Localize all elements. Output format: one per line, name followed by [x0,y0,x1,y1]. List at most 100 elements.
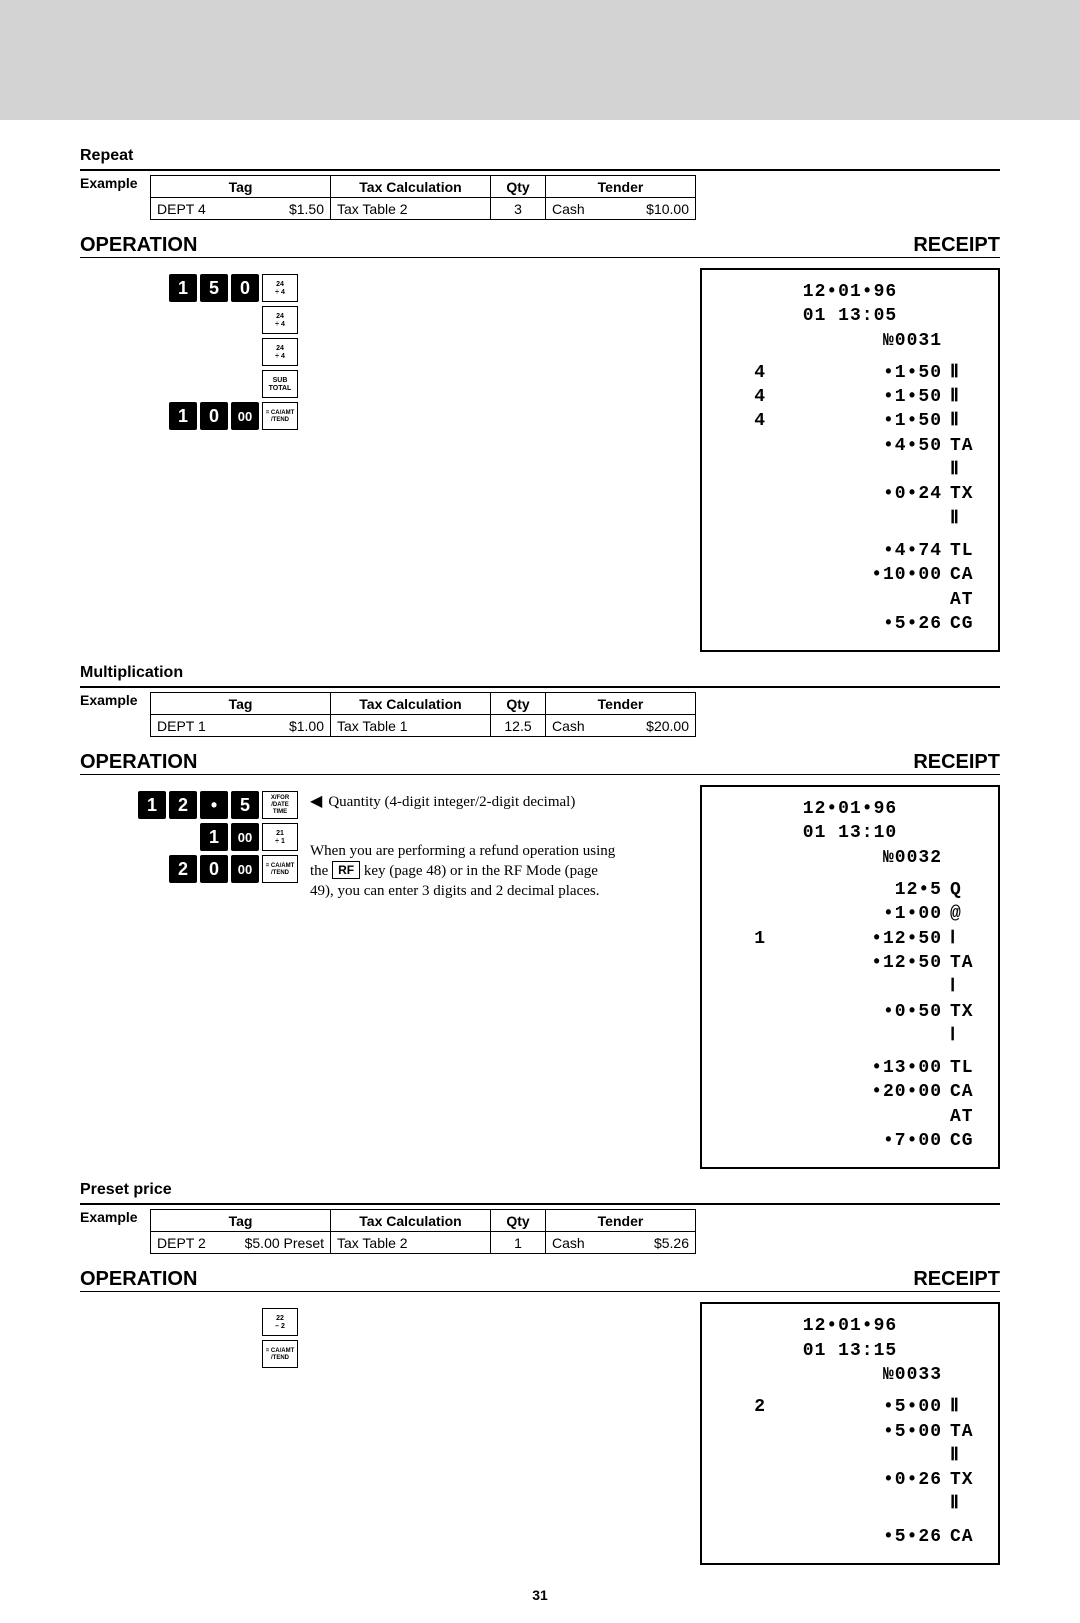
receipt-line: •13•00TL [716,1056,984,1080]
digit-key: 0 [200,855,228,883]
digit-key: 5 [200,274,228,302]
cell: DEPT 2 [151,1232,223,1254]
receipt-line: •7•00CG [716,1129,984,1153]
digit-key: 1 [200,823,228,851]
key-row: 1 00 21÷ 1 [200,823,298,851]
receipt-column: 12•01•96 01 13:15 №0033 2•5•00Ⅱ •5•00TA … [700,1302,1000,1565]
cell: DEPT 4 [151,198,252,220]
page-number: 31 [80,1587,1000,1603]
op-rcpt-header: OPERATION RECEIPT [80,1268,1000,1291]
col-tender: Tender [546,1210,696,1232]
receipt-line: 4•1•50Ⅱ [716,385,984,409]
key-row: 1 2 • 5 X/FOR/DATETIME [138,791,298,819]
receipt-column: 12•01•96 01 13:05 №0031 4•1•50Ⅱ 4•1•50Ⅱ … [700,268,1000,652]
col-tender: Tender [546,693,696,715]
repeat-title: Repeat [80,147,1000,165]
operation-column: 1 5 0 24÷ 4 24÷ 4 24÷ 4 SUBTOTAL 1 0 00 … [80,268,298,652]
operation-label: OPERATION [80,751,197,774]
cell: 12.5 [491,715,546,737]
col-qty: Qty [491,1210,546,1232]
divider [80,1203,1000,1205]
receipt-box: 12•01•96 01 13:05 №0031 4•1•50Ⅱ 4•1•50Ⅱ … [700,268,1000,652]
cell: $10.00 [613,198,696,220]
key-row: 24÷ 4 [262,338,298,366]
cell: Cash [546,198,613,220]
col-qty: Qty [491,176,546,198]
cell: DEPT 1 [151,715,252,737]
page-content: Repeat Example Tag Tax Calculation Qty T… [0,120,1080,1623]
receipt-line: 2•5•00Ⅱ [716,1395,984,1419]
receipt-label: RECEIPT [913,1268,1000,1291]
divider [80,1291,1000,1292]
quantity-note: ◀ Quantity (4-digit integer/2-digit deci… [310,791,670,813]
cell: Cash [546,715,613,737]
col-tax: Tax Calculation [331,693,491,715]
receipt-line: 12•5Q [716,878,984,902]
key-row: = CA/AMT/TEND [262,1340,298,1368]
digit-key: 0 [231,274,259,302]
cell: $5.26 [619,1232,696,1254]
col-tender: Tender [546,176,696,198]
mult-body: 1 2 • 5 X/FOR/DATETIME 1 00 21÷ 1 2 0 00… [80,785,1000,1169]
divider [80,774,1000,775]
digit-key: 1 [138,791,166,819]
ca-amt-tend-key: = CA/AMT/TEND [262,1340,298,1368]
cell: $1.00 [252,715,331,737]
key-row: SUBTOTAL [262,370,298,398]
digit-key: 00 [231,823,259,851]
operation-label: OPERATION [80,1268,197,1291]
divider [80,257,1000,258]
cell: $1.50 [252,198,331,220]
digit-key: 2 [169,855,197,883]
mult-example-table: Tag Tax Calculation Qty Tender DEPT 1 $1… [150,692,696,737]
receipt-line: 4•1•50Ⅱ [716,361,984,385]
example-label: Example [80,692,150,737]
preset-body: 22– 2 = CA/AMT/TEND 12•01•96 01 13:15 №0… [80,1302,1000,1565]
ca-amt-tend-key: = CA/AMT/TEND [262,855,298,883]
digit-key: 00 [231,855,259,883]
divider [80,686,1000,688]
col-tax: Tax Calculation [331,176,491,198]
col-qty: Qty [491,693,546,715]
digit-key: 5 [231,791,259,819]
op-rcpt-header: OPERATION RECEIPT [80,751,1000,774]
receipt-number: №0032 [716,846,984,870]
multiplication-title: Multiplication [80,664,1000,682]
col-tax: Tax Calculation [331,1210,491,1232]
receipt-line: •0•50TX Ⅰ [716,1000,984,1049]
header-bar [0,0,1080,120]
receipt-number: №0031 [716,329,984,353]
receipt-label: RECEIPT [913,234,1000,257]
receipt-time: 01 13:05 [716,304,984,328]
cell: Cash [546,1232,619,1254]
key-row: 24÷ 4 [262,306,298,334]
dept-key: 22– 2 [262,1308,298,1336]
dept-key: 24÷ 4 [262,274,298,302]
col-tag: Tag [151,176,331,198]
receipt-line: 4•1•50Ⅱ [716,409,984,433]
cell: $20.00 [613,715,696,737]
digit-key: 1 [169,274,197,302]
key-row: 2 0 00 = CA/AMT/TEND [169,855,298,883]
cell: 3 [491,198,546,220]
note-text: Quantity (4-digit integer/2-digit decima… [328,792,575,812]
receipt-label: RECEIPT [913,751,1000,774]
cell: Tax Table 2 [331,1232,491,1254]
receipt-line: •1•00@ [716,902,984,926]
preset-example-table: Tag Tax Calculation Qty Tender DEPT 2 $5… [150,1209,696,1254]
receipt-line: •4•50TA Ⅱ [716,434,984,483]
receipt-line: •12•50TA Ⅰ [716,951,984,1000]
operation-label: OPERATION [80,234,197,257]
left-arrow-icon: ◀ [310,791,322,813]
receipt-line: 1•12•50Ⅰ [716,927,984,951]
preset-example-row: Example Tag Tax Calculation Qty Tender D… [80,1209,1000,1254]
refund-note: When you are performing a refund operati… [310,841,670,902]
receipt-line: •5•00TA Ⅱ [716,1420,984,1469]
receipt-line: •0•26TX Ⅱ [716,1468,984,1517]
digit-key: 1 [169,402,197,430]
digit-key: 2 [169,791,197,819]
repeat-example-row: Example Tag Tax Calculation Qty Tender D… [80,175,1000,220]
digit-key: 00 [231,402,259,430]
col-tag: Tag [151,1210,331,1232]
rf-key-inline: RF [332,861,360,879]
